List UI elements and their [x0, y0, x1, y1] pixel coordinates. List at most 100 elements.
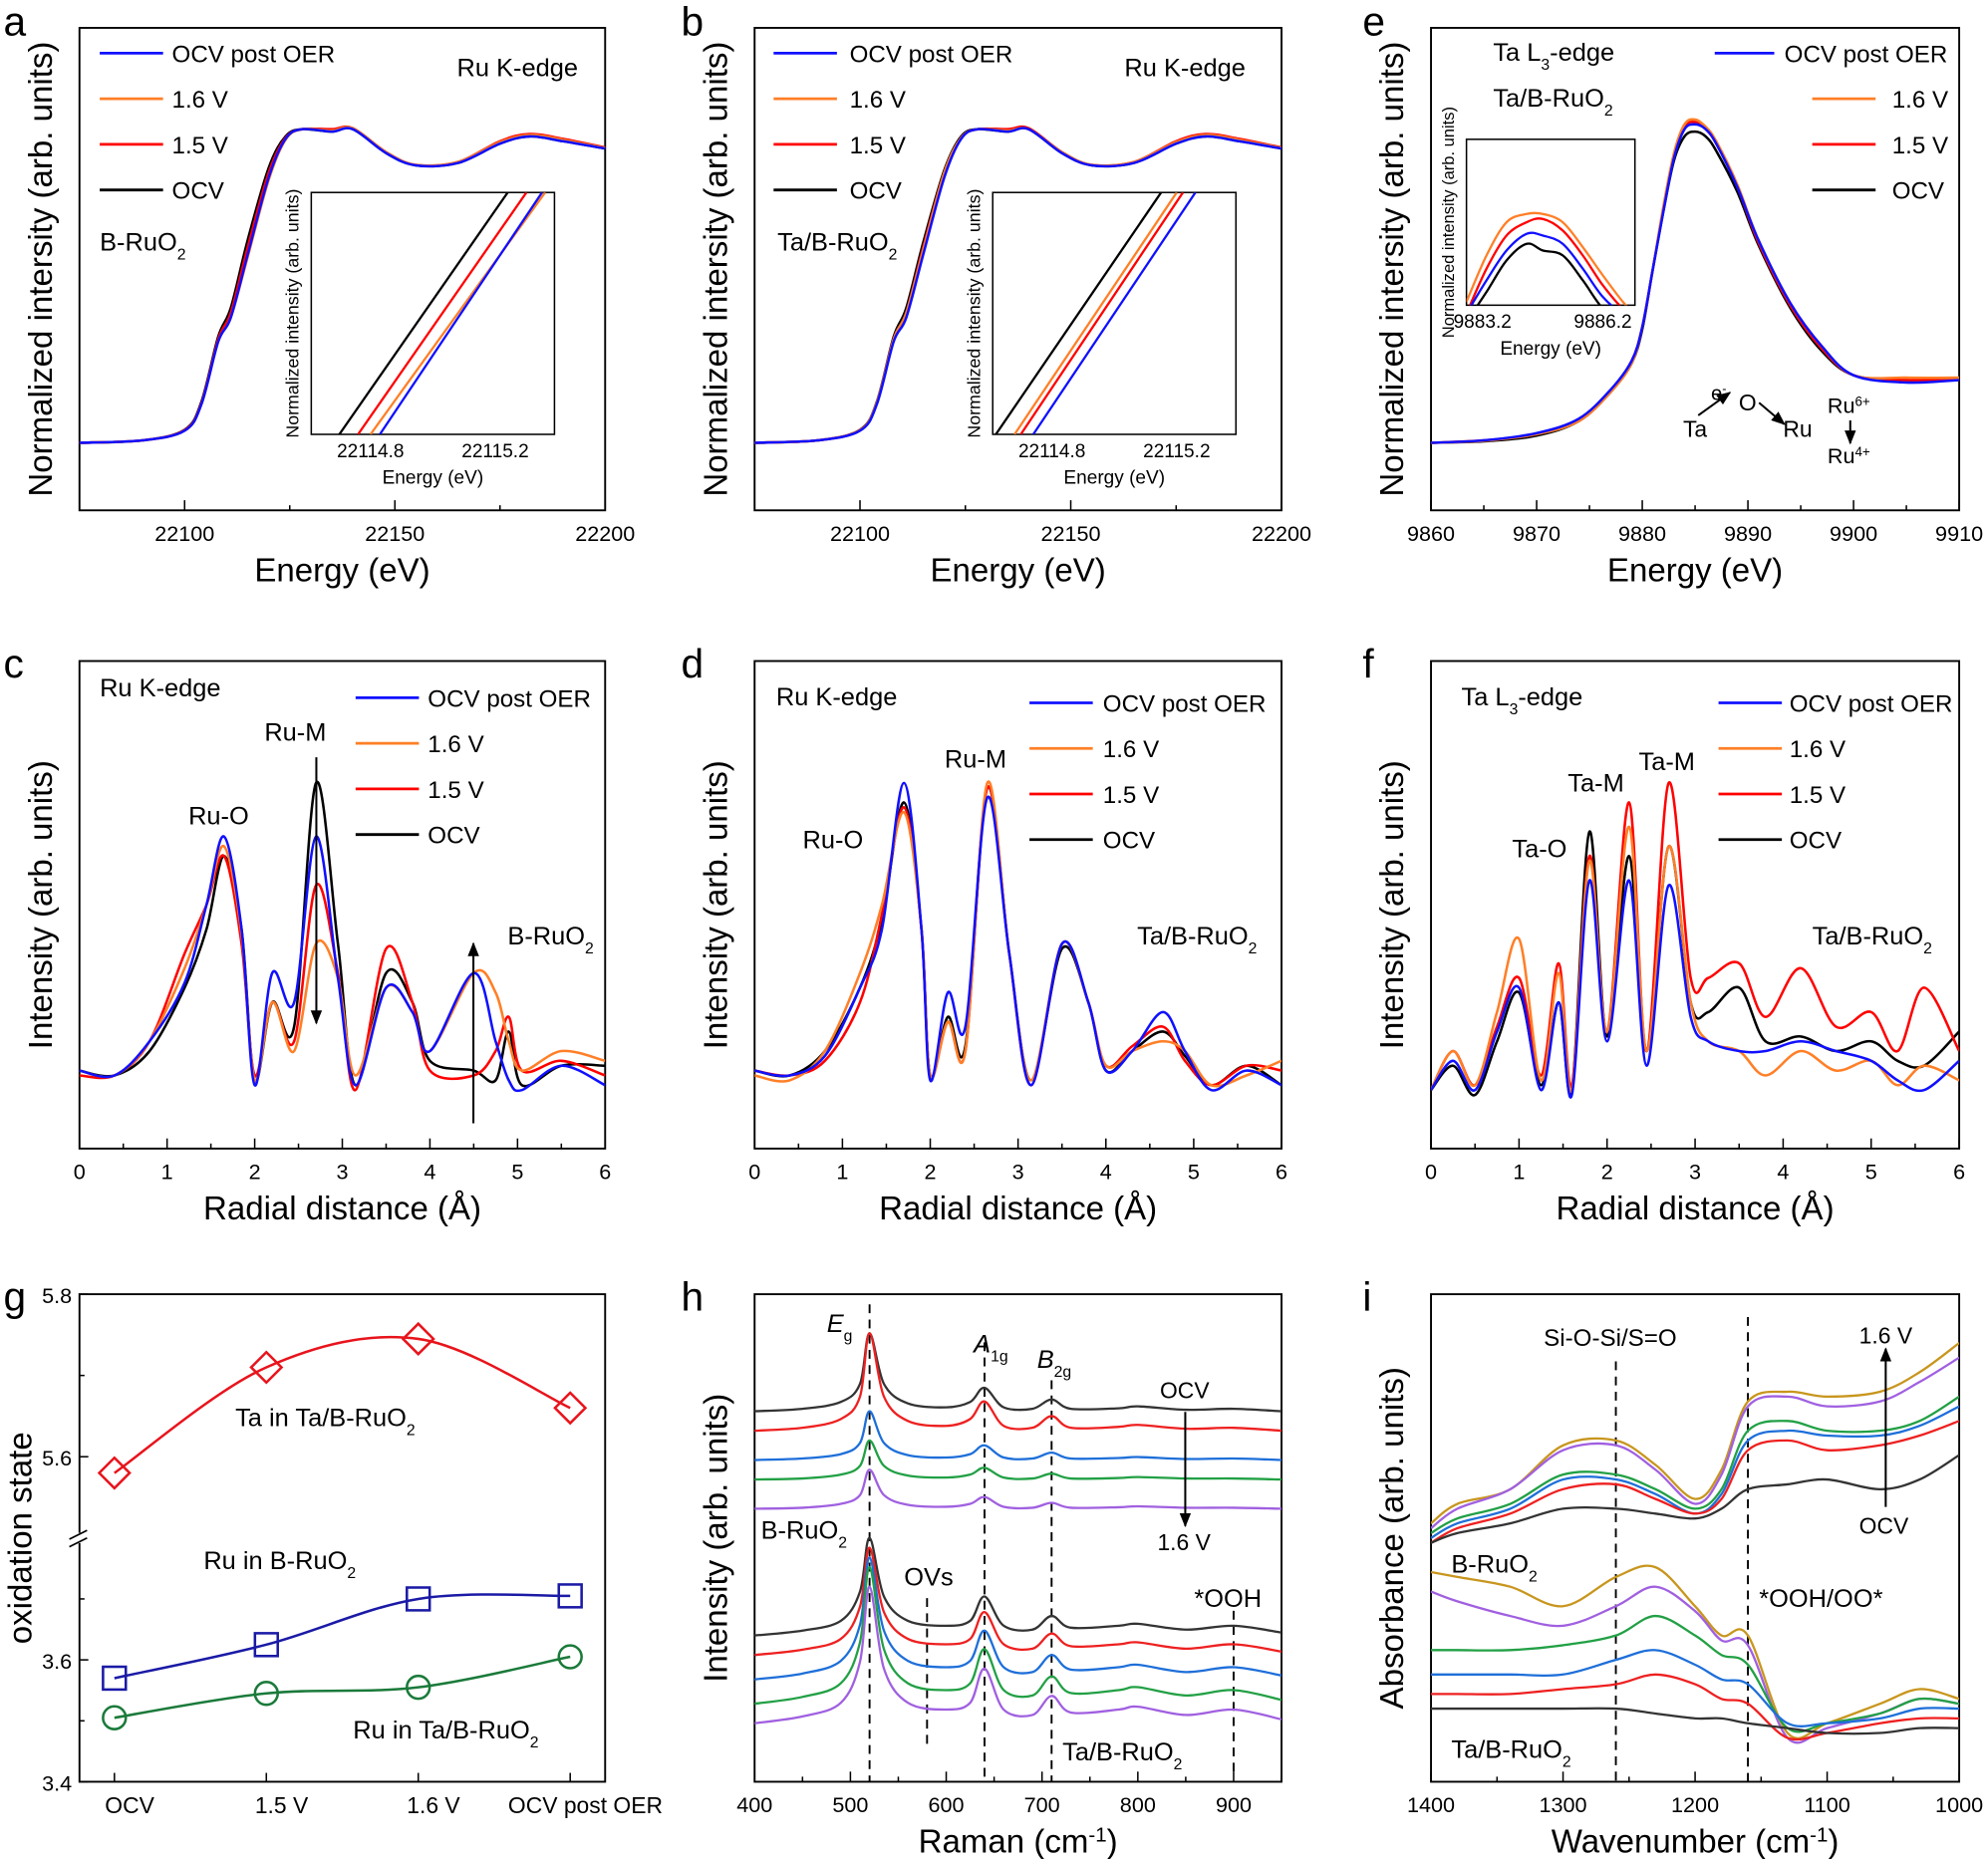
series-ocv-post-oer [754, 781, 1282, 1092]
y-axis-label: Intensity (arb. units) [698, 1394, 734, 1683]
legend-label: 1.6 V [1103, 736, 1159, 763]
marker-square [253, 1632, 279, 1658]
annotation: Ru K-edge [776, 683, 897, 711]
legend-label: OCV [1103, 828, 1155, 855]
panel-i: i 1400 1300 1200 1100 1000 Wavenumber (cm-1) Ab… [1362, 1274, 1983, 1859]
inset-x-axis-label: Energy (eV) [1500, 339, 1601, 360]
annotation: Ru4+ [1828, 443, 1870, 468]
series-b-ruo2-2 [1431, 1395, 1960, 1534]
inset-series-ocv [994, 192, 1163, 434]
x-tick-label: 3 [1689, 1159, 1701, 1184]
series-ta-in-ta-b-ruo-2 [114, 1335, 571, 1474]
annotation: B2g [1037, 1346, 1071, 1381]
legend-label: 1.5 V [427, 777, 483, 804]
axis-break-gap [72, 1532, 88, 1543]
y-axis-label: Intensity (arb. units) [1374, 760, 1411, 1049]
panel-h: h 400 500 600 700 800 900 Raman (cm-1) Intensity… [682, 1274, 1282, 1859]
series-ta-b-ruo2-6 [1431, 1564, 1960, 1740]
inset-x-tick-label: 22115.2 [461, 441, 528, 462]
x-tick-label: 6 [1276, 1159, 1287, 1184]
annotation: Ta/B-RuO2 [1813, 923, 1932, 957]
axis-break-mark [69, 1537, 88, 1548]
x-tick-label: 800 [1120, 1792, 1156, 1817]
series-group [1431, 118, 1960, 444]
inset-b: 22114.8 22115.2 Energy (eV) Normalized inte… [965, 189, 1238, 489]
panel-b: b 22100 22150 22200 Energy (eV) Normalized in… [682, 0, 1312, 589]
x-tick-label: 1300 [1540, 1792, 1587, 1817]
annotation: Ta/B-RuO2 [777, 229, 897, 264]
inset-y-axis-label: Normalized intensity (arb. units) [965, 189, 985, 438]
panel-f: f 0 1 2 3 4 5 6 Radial distance (Å) Intensity (ar… [1362, 641, 1965, 1227]
x-tick-label: 2 [1601, 1159, 1613, 1184]
series-b-ruo2-4 [1431, 1420, 1960, 1544]
x-tick-label: 9900 [1830, 521, 1877, 546]
inset-y-axis-label: Normalized intensity (arb. units) [1439, 107, 1458, 338]
y-axis-label: Normalized intersity (arb. units) [698, 42, 734, 497]
annotation: *OOH [1194, 1585, 1262, 1613]
series-b-ruo2-0 [754, 1332, 1282, 1413]
series-b-ruo2-0 [1431, 1342, 1960, 1525]
marker-square [406, 1586, 431, 1612]
series-group [79, 125, 606, 444]
x-tick-label: 6 [599, 1159, 611, 1184]
series-ocv-post-oer [1431, 879, 1960, 1099]
x-tick-label: 9860 [1407, 521, 1455, 546]
marker-diamond [401, 1321, 435, 1356]
x-tick-label: 9890 [1724, 521, 1772, 546]
inset-y-axis-label: Normalized intensity (arb. units) [283, 189, 303, 438]
panel-letter: g [3, 1274, 26, 1320]
annotation: B-RuO2 [1451, 1551, 1537, 1585]
x-tick-label: 1000 [1935, 1792, 1983, 1817]
x-tick-label: 1100 [1804, 1792, 1849, 1817]
series-ta-b-ruo2-8 [1431, 1614, 1960, 1733]
series-ta-b-ruo2-9 [754, 1585, 1282, 1725]
series-ocv-post-oer [754, 127, 1282, 444]
y-tick-label: 3.6 [42, 1649, 72, 1674]
panel-letter: f [1362, 641, 1374, 686]
annotation: O [1739, 390, 1757, 415]
annotation: B-RuO2 [100, 229, 185, 264]
x-tick-label: 3 [337, 1159, 349, 1184]
series-ocv [1431, 830, 1960, 1097]
x-tick-label: 5 [1865, 1159, 1877, 1184]
inset-series-ocv-post-oer [1031, 192, 1197, 434]
series-ta-b-ruo2-9 [1431, 1649, 1960, 1727]
legend-label: OCV [172, 178, 224, 205]
panel-letter: c [3, 641, 23, 686]
annotation: Si-O-Si/S=O [1544, 1325, 1676, 1352]
y-axis-label: Intensity (arb. units) [23, 760, 60, 1049]
series-b-ruo2-1 [754, 1332, 1282, 1433]
panel-letter: h [682, 1274, 705, 1320]
x-category-label: 1.6 V [407, 1792, 460, 1818]
legend-label: OCV [850, 178, 902, 205]
marker-diamond [553, 1391, 588, 1426]
inset-series-ocv [1476, 242, 1602, 306]
panel-letter: e [1362, 0, 1385, 45]
legend-label: OCV post OER [1103, 690, 1267, 717]
series-b-ruo2-2 [754, 1410, 1282, 1461]
x-axis-label: Radial distance (Å) [879, 1191, 1157, 1227]
x-category-label: 1.5 V [255, 1792, 309, 1818]
x-tick-label: 0 [748, 1159, 760, 1184]
x-axis-label: Energy (eV) [254, 552, 429, 589]
x-axis-label: Wavenumber (cm-1) [1552, 1823, 1840, 1859]
y-axis-label: Normalized intersity (arb. units) [23, 42, 60, 497]
marker-square [557, 1583, 583, 1609]
x-category-label: OCV [105, 1792, 154, 1818]
x-tick-label: 5 [511, 1159, 523, 1184]
series-b-ruo2-3 [754, 1439, 1282, 1481]
series-group [754, 780, 1282, 1092]
plot-frame [78, 1293, 607, 1783]
annotation: OCV [1160, 1377, 1210, 1403]
x-tick-label: 1 [836, 1159, 848, 1184]
annotation: OVs [904, 1563, 953, 1591]
inset-series-ocv [338, 192, 509, 434]
series-label: Ta in Ta/B-RuO2 [235, 1404, 416, 1438]
legend-label: OCV post OER [850, 41, 1013, 68]
annotation: *OOH/OO* [1759, 1585, 1882, 1613]
series-ta-b-ruo2-6 [754, 1546, 1282, 1657]
series-ocv-post-oer [1431, 123, 1960, 444]
panel-letter: b [682, 0, 705, 45]
x-tick-label: 22200 [575, 521, 635, 546]
y-tick-label: 5.6 [42, 1446, 72, 1470]
